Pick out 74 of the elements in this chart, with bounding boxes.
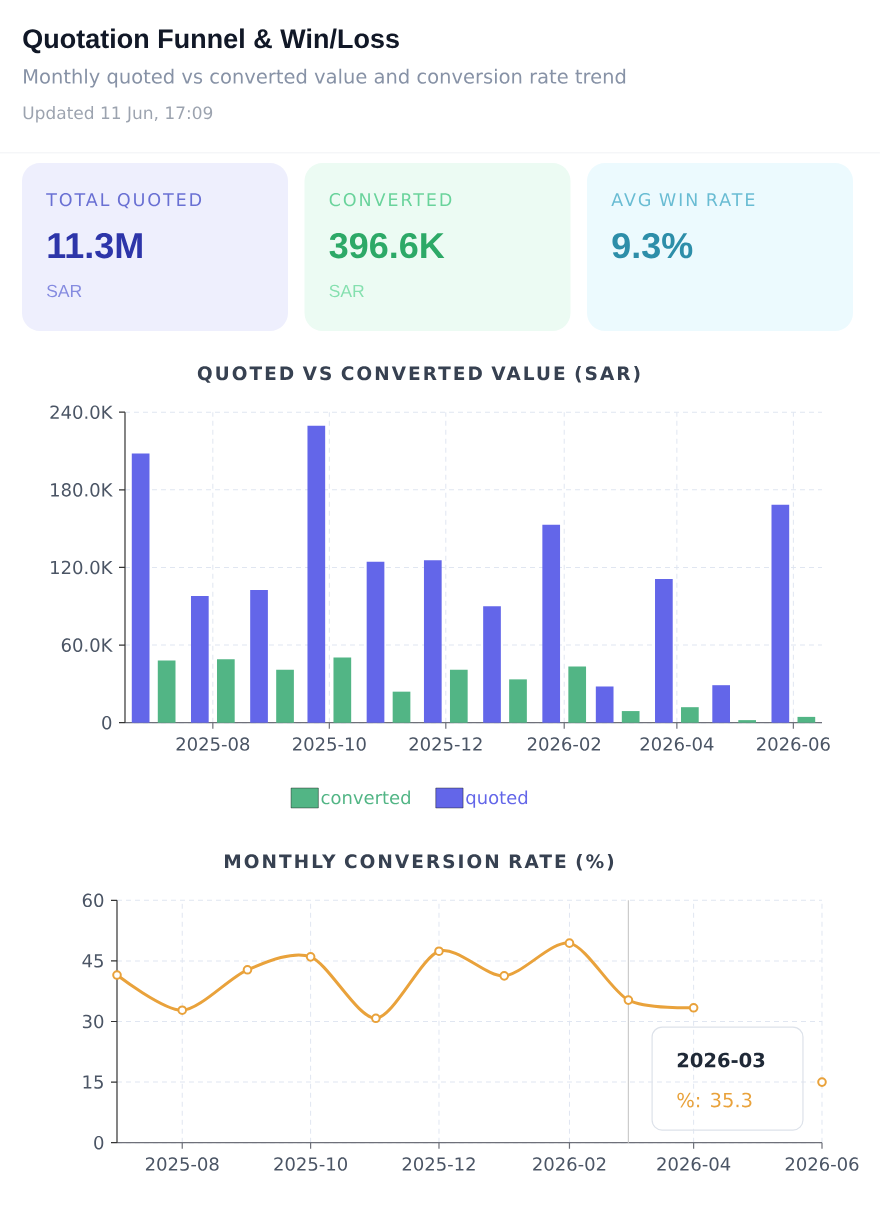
y-tick-label: 60: [82, 893, 104, 908]
text: Updated 11 Jun, 17:09: [23, 106, 213, 123]
text: Monthly quoted vs converted value and conversion rate trend: [24, 68, 626, 88]
bar: [771, 504, 790, 723]
x-tick-label: 2026-02: [533, 1157, 606, 1171]
text: 396.6K: [329, 232, 445, 259]
text: 9.3%: [612, 232, 693, 259]
text: SAR: [47, 284, 82, 298]
point: [177, 1005, 188, 1015]
legend-label: converted: [321, 790, 410, 805]
bar: [250, 590, 268, 723]
chart-title: QUOTED VS CONVERTED VALUE (SAR): [197, 365, 640, 383]
point: [112, 970, 122, 980]
bar: [621, 711, 640, 723]
bar: [542, 524, 561, 723]
y-tick-label: 15: [83, 1075, 103, 1089]
x-tick-label: 2026-04: [640, 737, 714, 751]
y-tick-label: 30: [82, 1014, 104, 1029]
y-tick-label: 120.0K: [51, 560, 113, 575]
x-tick-label: 2025-10: [274, 1157, 347, 1171]
point: [623, 995, 634, 1005]
x-tick-label: 2025-10: [293, 737, 366, 751]
point: [434, 946, 444, 957]
category-label: AVG WIN RATE: [611, 193, 755, 207]
y-tick-label: 60.0K: [61, 638, 113, 652]
x-tick-label: 2025-08: [176, 737, 250, 751]
bar: [190, 595, 209, 723]
bar: [392, 691, 411, 723]
annotation: %: 35.3: [677, 1092, 752, 1108]
bar: [423, 560, 442, 723]
y-tick-label: 45: [82, 954, 103, 968]
bar: [131, 453, 150, 723]
point: [305, 952, 316, 962]
bar: [712, 685, 731, 723]
point: [242, 965, 253, 975]
annotation: 2026-03: [677, 1052, 765, 1068]
bar: [797, 716, 816, 723]
text: 11.3M: [48, 232, 142, 259]
bar: [738, 720, 757, 723]
point: [371, 1013, 381, 1024]
point: [817, 1077, 827, 1087]
point: [564, 938, 575, 948]
bar: [307, 425, 326, 723]
bar: [568, 666, 587, 723]
bar: [276, 669, 294, 723]
bar: [595, 686, 614, 723]
x-tick-label: 2026-04: [657, 1157, 731, 1171]
x-tick-label: 2026-06: [785, 1157, 859, 1171]
y-tick-label: 180.0K: [51, 483, 113, 497]
bar: [483, 606, 501, 723]
y-tick-label: 0: [94, 1135, 104, 1150]
bar: [366, 561, 385, 723]
bar: [157, 660, 176, 723]
x-tick-label: 2026-06: [757, 737, 830, 751]
bar: [449, 669, 468, 723]
category-label: CONVERTED: [329, 193, 452, 207]
y-tick-label: 0: [102, 715, 112, 730]
legend-label: quoted: [466, 790, 528, 808]
text: Quotation Funnel & Win/Loss: [23, 28, 399, 54]
category-label: TOTAL QUOTED: [46, 193, 202, 209]
bar: [333, 657, 352, 723]
bar: [509, 679, 527, 723]
point: [688, 1002, 699, 1013]
chart-title: MONTHLY CONVERSION RATE (%): [225, 853, 614, 871]
x-tick-label: 2025-08: [145, 1157, 219, 1171]
x-tick-label: 2025-12: [409, 737, 482, 751]
x-tick-label: 2026-02: [527, 737, 600, 751]
y-tick-label: 240.0K: [50, 405, 113, 420]
bar: [655, 579, 673, 723]
point: [499, 971, 510, 981]
text: SAR: [329, 284, 364, 298]
x-tick-label: 2025-12: [402, 1157, 475, 1171]
bar: [681, 707, 699, 723]
bar: [216, 659, 235, 723]
